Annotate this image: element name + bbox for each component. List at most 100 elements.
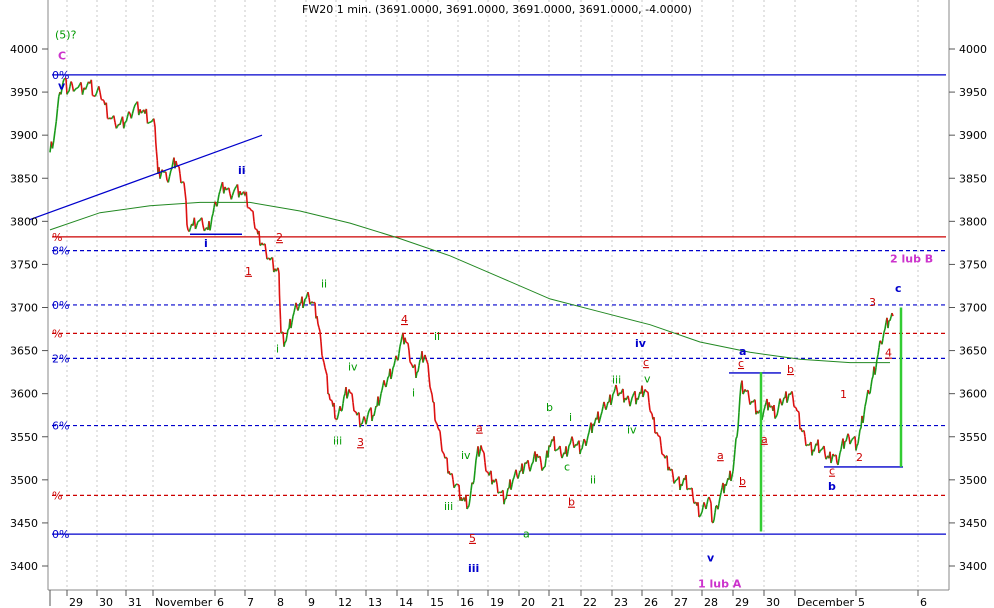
- price-tick: [269, 257, 272, 261]
- price-tick: [123, 122, 126, 129]
- price-tick: [336, 415, 339, 420]
- price-tick: [326, 375, 329, 395]
- price-tick: [500, 491, 503, 494]
- wave-label: 5: [469, 532, 476, 545]
- price-tick: [381, 385, 384, 391]
- price-tick: [531, 462, 534, 465]
- price-tick: [305, 295, 308, 299]
- price-tick: [128, 111, 131, 115]
- price-tick: [629, 401, 632, 407]
- price-tick: [661, 453, 664, 456]
- price-tick: [719, 492, 722, 498]
- price-tick: [352, 402, 355, 412]
- price-tick: [318, 327, 321, 332]
- price-tick: [373, 410, 376, 416]
- price-tick: [805, 444, 808, 447]
- price-tick: [67, 90, 70, 93]
- price-tick: [718, 497, 721, 504]
- price-tick: [813, 447, 816, 452]
- x-tick-label: 21: [551, 596, 565, 608]
- price-tick: [720, 487, 723, 493]
- price-tick: [723, 484, 726, 494]
- price-tick: [426, 361, 429, 365]
- fibonacci-levels: 0%%8%0%%2%6%%0%: [52, 69, 946, 541]
- price-tick: [313, 301, 316, 304]
- price-tick: [529, 467, 532, 472]
- price-tick: [692, 496, 695, 504]
- price-tick: [95, 89, 99, 95]
- price-tick: [430, 390, 433, 395]
- price-tick: [517, 474, 520, 479]
- wave-label: c: [643, 356, 649, 369]
- price-tick: [63, 77, 66, 80]
- price-tick: [555, 449, 558, 451]
- price-tick: [307, 291, 310, 298]
- price-tick: [611, 393, 614, 401]
- y-tick-label-right: 3850: [959, 172, 987, 185]
- y-tick-label-left: 3750: [10, 258, 38, 271]
- price-tick: [354, 410, 357, 413]
- x-tick-label: 14: [399, 596, 413, 608]
- price-tick: [404, 337, 407, 343]
- price-tick: [178, 166, 181, 175]
- price-tick: [353, 410, 356, 413]
- chart-title: FW20 1 min. (3691.0000, 3691.0000, 3691.…: [302, 3, 692, 16]
- price-tick: [849, 441, 852, 445]
- price-tick: [752, 399, 755, 403]
- price-tick: [871, 376, 874, 380]
- price-tick: [284, 340, 287, 343]
- price-tick: [795, 407, 798, 412]
- price-tick: [573, 445, 576, 449]
- y-tick-label-left: 4000: [10, 43, 38, 56]
- price-tick: [710, 503, 713, 523]
- price-tick: [328, 393, 331, 400]
- price-tick: [662, 453, 665, 456]
- price-tick: [253, 221, 256, 229]
- price-tick: [186, 224, 189, 231]
- price-tick: [228, 187, 231, 194]
- price-tick: [54, 121, 58, 132]
- price-tick: [348, 389, 351, 393]
- price-tick: [762, 409, 765, 416]
- x-tick-label: 29: [735, 596, 749, 608]
- price-tick: [429, 386, 432, 391]
- price-tick: [658, 435, 661, 438]
- price-tick: [547, 445, 550, 458]
- price-tick: [817, 439, 820, 454]
- price-tick: [749, 402, 752, 406]
- price-tick: [167, 176, 171, 183]
- price-tick: [469, 490, 472, 499]
- price-tick: [818, 450, 821, 454]
- price-tick: [105, 102, 109, 119]
- price-tick: [879, 340, 882, 343]
- price-tick: [72, 89, 76, 92]
- price-tick: [361, 420, 364, 425]
- x-tick-label: 13: [368, 596, 382, 608]
- price-tick: [341, 403, 344, 411]
- y-tick-label-right: 3950: [959, 86, 987, 99]
- price-tick: [472, 480, 475, 485]
- x-tick-label: 30: [766, 596, 780, 608]
- price-tick: [734, 438, 737, 450]
- price-tick: [321, 355, 324, 360]
- trend-line: [29, 134, 263, 221]
- price-tick: [852, 436, 855, 440]
- price-tick: [133, 104, 136, 109]
- price-tick: [84, 85, 88, 90]
- price-tick: [60, 88, 63, 95]
- price-tick: [279, 307, 282, 320]
- price-tick: [876, 354, 879, 360]
- price-tick: [219, 185, 223, 192]
- price-tick: [557, 447, 560, 450]
- price-tick: [419, 358, 422, 361]
- price-tick: [425, 358, 428, 362]
- price-tick: [617, 393, 620, 397]
- wave-label: ii: [238, 164, 246, 177]
- y-tick-label-left: 3650: [10, 345, 38, 358]
- price-tick: [703, 502, 706, 506]
- price-tick: [763, 406, 766, 411]
- y-axis-left: 3400 3450 3500 3550 3600 3650 3700 3750 3800 3850…: [10, 43, 48, 573]
- price-tick: [625, 397, 628, 401]
- price-tick: [165, 171, 168, 181]
